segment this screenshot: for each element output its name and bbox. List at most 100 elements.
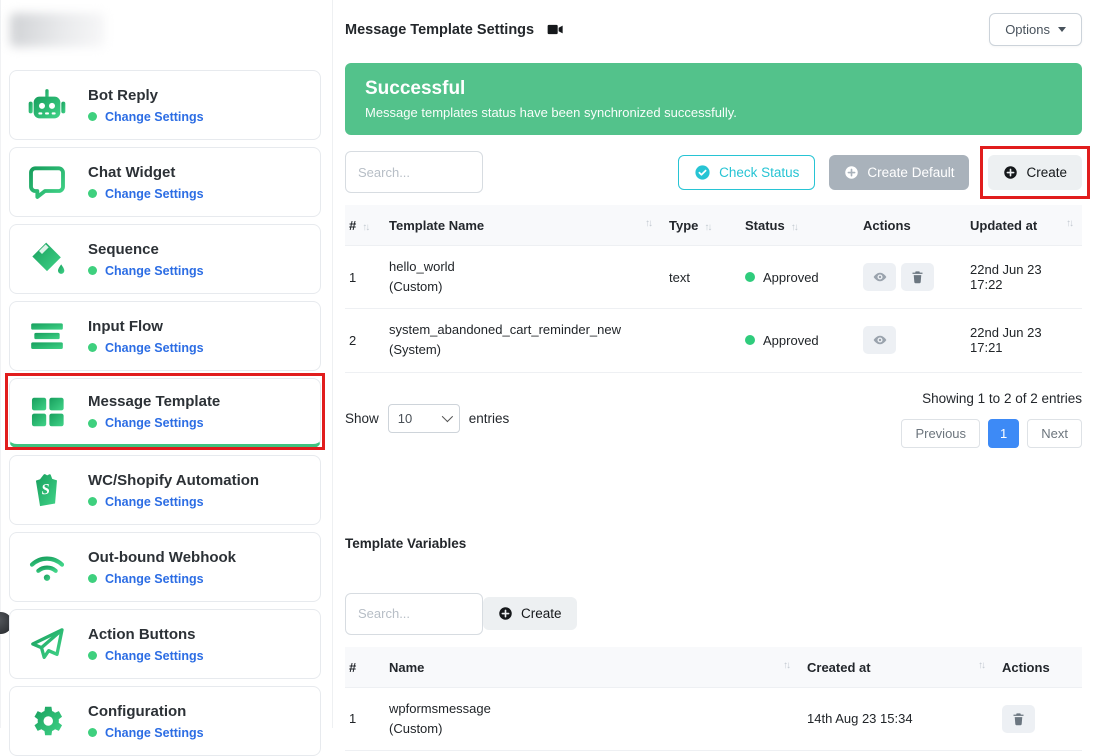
sidebar-item-sequence[interactable]: Sequence Change Settings: [9, 224, 321, 294]
sort-icon[interactable]: ↑↓: [645, 218, 653, 229]
entries-per-page-value: 10: [397, 410, 413, 426]
col-type[interactable]: Type ↑↓: [661, 205, 737, 246]
sidebar-item-bot-reply[interactable]: Bot Reply Change Settings: [9, 70, 321, 140]
sidebar-item-label: Bot Reply: [88, 86, 159, 104]
col-status[interactable]: Status ↑↓: [737, 205, 855, 246]
plus-circle-icon: [1004, 165, 1018, 179]
table-row: 1 wpformsmessage (Custom) 14th Aug 23 15…: [345, 686, 1082, 751]
templates-table: # ↑↓ Template Name ↑↓ Type ↑↓ Status ↑↓ Acti…: [345, 205, 1082, 373]
robot-icon: [24, 84, 70, 126]
template-name-cell: system_abandoned_cart_reminder_new (Syst…: [381, 308, 661, 373]
sidebar-item-label: Configuration: [88, 702, 187, 720]
gear-icon: [24, 700, 70, 742]
sidebar-item-action-buttons[interactable]: Action Buttons Change Settings: [9, 609, 321, 679]
col-updated-at[interactable]: Updated at ↑↓: [962, 205, 1082, 246]
approved-dot: [745, 335, 755, 346]
change-settings-link[interactable]: Change Settings: [105, 263, 204, 278]
status-dot: [88, 574, 97, 583]
pagination: Previous 1 Next: [901, 418, 1082, 448]
status-dot: [88, 651, 97, 660]
status-dot: [88, 189, 97, 198]
shopify-bag-icon: S: [24, 469, 70, 511]
status-badge: Approved: [763, 332, 819, 348]
svg-text:S: S: [41, 482, 51, 499]
variables-search-input[interactable]: [345, 592, 483, 635]
sort-icon[interactable]: ↑↓: [978, 659, 986, 671]
chat-bubble-icon: [24, 161, 70, 203]
change-settings-link[interactable]: Change Settings: [105, 416, 204, 430]
sort-icon[interactable]: ↑↓: [704, 222, 712, 233]
table-row: 1 hello_world (Custom) text Approved 22n…: [345, 244, 1082, 310]
type-cell: text: [661, 244, 737, 310]
change-settings-link[interactable]: Change Settings: [105, 186, 204, 201]
col-number[interactable]: #: [345, 646, 381, 688]
change-settings-link[interactable]: Change Settings: [105, 109, 204, 124]
app-logo: [10, 13, 105, 47]
sidebar-item-label: Out-bound Webhook: [88, 548, 237, 566]
sidebar-item-chat-widget[interactable]: Chat Widget Change Settings: [9, 147, 321, 217]
col-template-name[interactable]: Template Name ↑↓: [381, 205, 661, 246]
entries-per-page-select[interactable]: 10: [387, 403, 460, 433]
alert-message: Message templates status have been synch…: [365, 105, 737, 120]
create-default-button[interactable]: Create Default: [829, 154, 970, 190]
status-dot: [88, 343, 97, 352]
create-variable-label: Create: [521, 606, 562, 622]
row-number: 1: [345, 244, 381, 310]
sidebar-item-wc-shopify-automation[interactable]: S WC/Shopify Automation Change Settings: [9, 455, 321, 525]
grid-icon: [24, 391, 70, 433]
create-template-button[interactable]: Create: [980, 145, 1090, 199]
delete-button[interactable]: [901, 263, 934, 292]
template-search-input[interactable]: [345, 151, 483, 193]
actions-cell: [855, 244, 962, 310]
previous-page-button[interactable]: Previous: [901, 418, 981, 448]
create-template-label: Create: [1026, 164, 1067, 180]
actions-cell: [855, 308, 962, 373]
change-settings-link[interactable]: Change Settings: [105, 494, 204, 509]
entries-summary: Showing 1 to 2 of 2 entries: [922, 390, 1082, 406]
status-dot: [88, 497, 97, 506]
sidebar-item-label: Input Flow: [88, 317, 163, 335]
sidebar-item-label: Message Template: [88, 393, 221, 410]
change-settings-link[interactable]: Change Settings: [105, 340, 204, 355]
sidebar-item-label: Sequence: [88, 240, 159, 258]
create-variable-button[interactable]: Create: [483, 597, 577, 631]
status-dot: [88, 418, 97, 428]
sidebar-item-out-bound-webhook[interactable]: Out-bound Webhook Change Settings: [9, 532, 321, 602]
row-number: 2: [345, 308, 381, 373]
col-created-at[interactable]: Created at ↑↓: [799, 646, 994, 688]
sort-icon[interactable]: ↑↓: [362, 222, 370, 233]
next-page-button[interactable]: Next: [1027, 418, 1082, 448]
col-number[interactable]: # ↑↓: [345, 205, 381, 246]
sidebar-item-input-flow[interactable]: Input Flow Change Settings: [9, 301, 321, 371]
check-circle-icon: [695, 164, 710, 180]
page-1-button[interactable]: 1: [988, 418, 1020, 448]
entries-label: entries: [468, 410, 510, 426]
options-button[interactable]: Options: [989, 13, 1082, 46]
col-actions: Actions: [994, 646, 1082, 688]
sort-icon[interactable]: ↑↓: [783, 659, 791, 671]
alert-title: Successful: [365, 78, 466, 99]
view-button[interactable]: [863, 263, 896, 292]
col-name[interactable]: Name ↑↓: [381, 646, 799, 688]
sidebar-menu: Bot Reply Change Settings Chat Widget Ch…: [5, 70, 325, 756]
sort-icon[interactable]: ↑↓: [1066, 218, 1074, 229]
check-status-button[interactable]: Check Status: [678, 154, 816, 190]
video-camera-icon[interactable]: [547, 22, 564, 37]
sidebar-item-message-template[interactable]: Message Template Change Settings: [5, 373, 325, 450]
paint-bucket-icon: [24, 238, 70, 280]
page-title: Message Template Settings: [345, 22, 564, 38]
status-dot: [88, 728, 97, 737]
updated-at-cell: 22nd Jun 23 17:22: [962, 244, 1082, 310]
delete-button[interactable]: [1002, 704, 1035, 733]
status-badge: Approved: [763, 269, 819, 285]
sidebar-item-configuration[interactable]: Configuration Change Settings: [9, 686, 321, 756]
trash-icon: [912, 271, 923, 284]
paper-plane-icon: [24, 623, 70, 665]
chevron-down-icon: [441, 410, 453, 423]
sidebar: Bot Reply Change Settings Chat Widget Ch…: [0, 0, 333, 756]
sort-icon[interactable]: ↑↓: [790, 222, 799, 233]
change-settings-link[interactable]: Change Settings: [105, 648, 204, 663]
change-settings-link[interactable]: Change Settings: [105, 571, 204, 586]
table-row: 2 system_abandoned_cart_reminder_new (Sy…: [345, 308, 1082, 373]
view-button[interactable]: [863, 326, 896, 355]
